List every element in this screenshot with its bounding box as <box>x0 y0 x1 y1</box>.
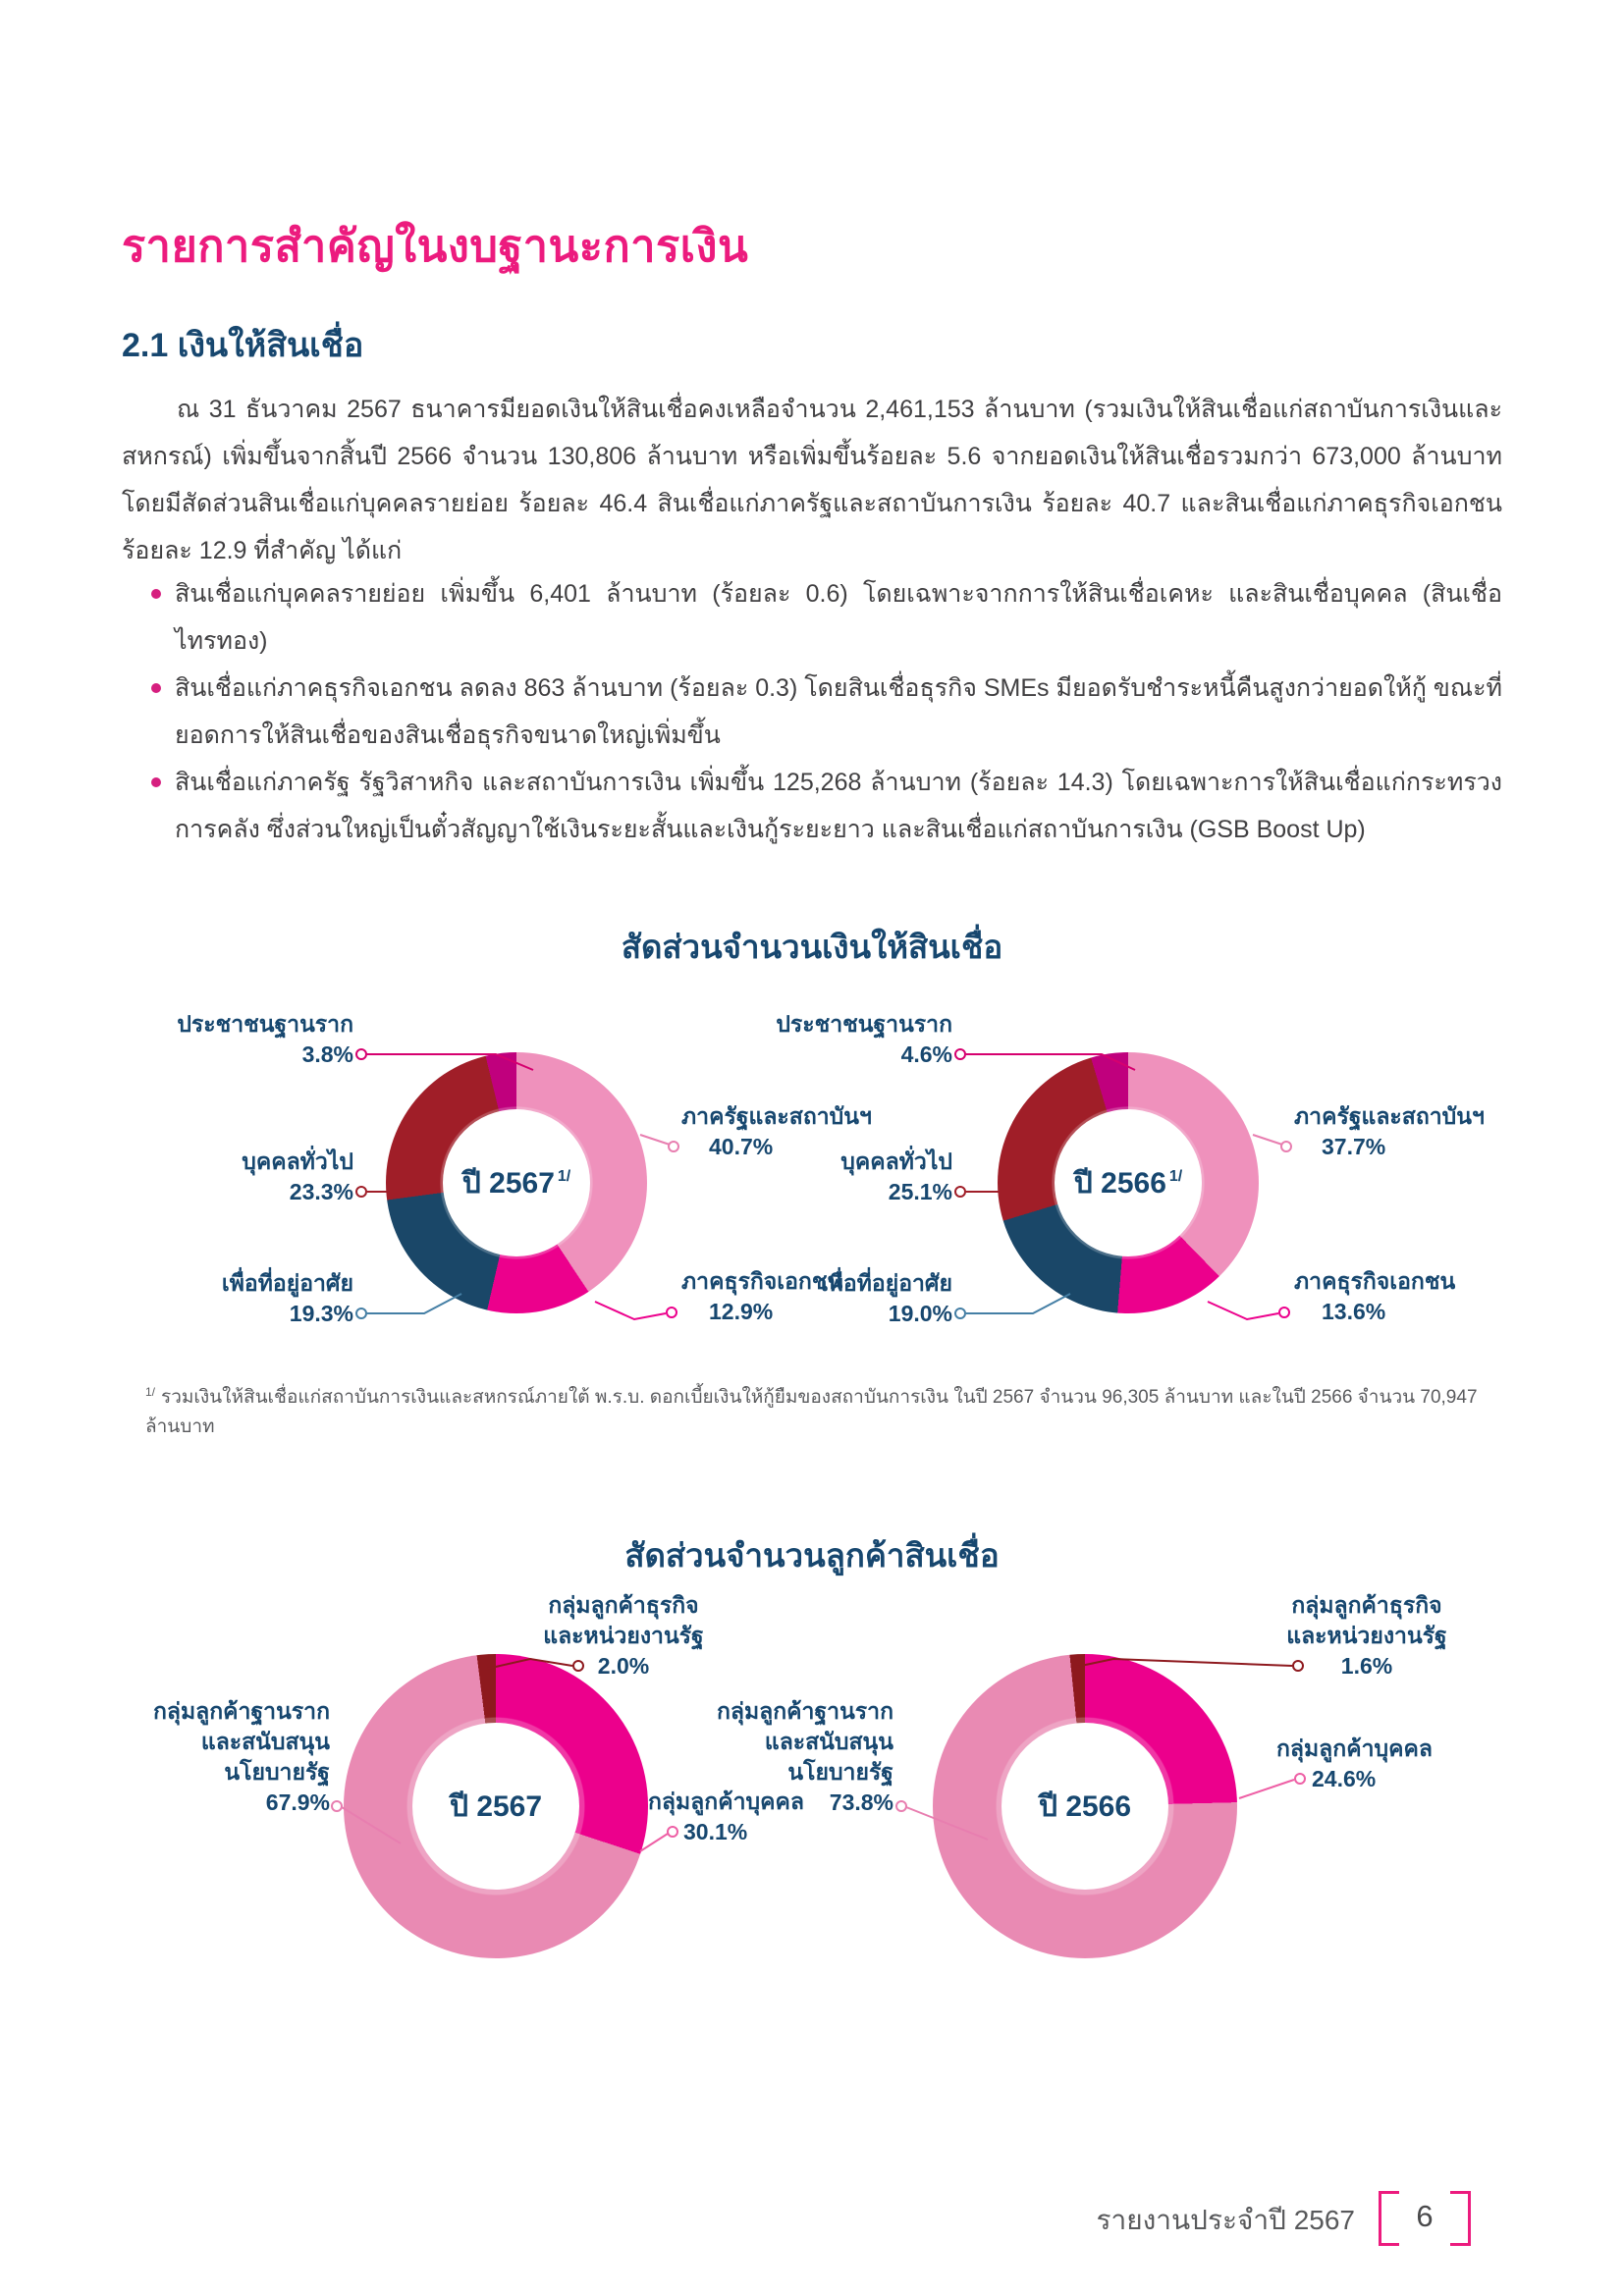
leader-private-2566 <box>1207 1301 1290 1321</box>
callout-individuals-2566: บุคคลทั่วไป 25.1% <box>840 1148 952 1204</box>
donut-year-label: ปี 2566 <box>1038 1789 1132 1823</box>
leader-housing-2566 <box>954 1293 1071 1319</box>
callout-grassroots-2567: ประชาชนฐานราก 3.8% <box>177 1011 353 1067</box>
bullet-item: สินเชื่อแก่ภาครัฐ รัฐวิสาหกิจ และสถาบันก… <box>149 759 1502 853</box>
donut-loan-amount-2567: ปี 2567 1/ <box>386 1052 647 1313</box>
leader-government-2567 <box>639 1134 679 1152</box>
callout-individuals-2567: บุคคลทั่วไป 23.3% <box>242 1148 353 1204</box>
donut-loan-customers-2566: ปี 2566 <box>933 1654 1237 1958</box>
callout-business-gov-2566: กลุ่มลูกค้าธุรกิจ และหน่วยงานรัฐ 1.6% <box>1286 1592 1447 1679</box>
chart-title-loan-amount: สัดส่วนจำนวนเงินให้สินเชื่อ <box>621 929 1003 965</box>
footnote-marker: 1/ <box>145 1384 156 1399</box>
donut-center: ปี 2567 1/ <box>443 1109 590 1256</box>
donut-center: ปี 2566 <box>1001 1723 1168 1890</box>
bullet-item: สินเชื่อแก่ภาคธุรกิจเอกชน ลดลง 863 ล้านบ… <box>149 665 1502 759</box>
section-heading: 2.1 เงินให้สินเชื่อ <box>122 327 364 364</box>
callout-personal-2566: กลุ่มลูกค้าบุคคล 24.6% <box>1276 1735 1433 1791</box>
chart-title-loan-customers: สัดส่วนจำนวนลูกค้าสินเชื่อ <box>624 1537 1000 1574</box>
callout-private-2566: ภาคธุรกิจเอกชน 13.6% <box>1294 1268 1456 1324</box>
donut-loan-customers-2567: ปี 2567 <box>344 1654 648 1958</box>
callout-personal-2567: กลุ่มลูกค้าบุคคล 30.1% <box>648 1789 804 1844</box>
footnote: 1/รวมเงินให้สินเชื่อแก่สถาบันการเงินและส… <box>145 1382 1512 1441</box>
callout-grassroots-policy-2566: กลุ่มลูกค้าฐานราก และสนับสนุน นโยบายรัฐ … <box>716 1698 893 1815</box>
donut-center: ปี 2566 1/ <box>1055 1109 1202 1256</box>
callout-private-2567: ภาคธุรกิจเอกชน 12.9% <box>681 1268 843 1324</box>
callout-housing-2566: เพื่อที่อยู่อาศัย 19.0% <box>820 1270 952 1326</box>
leader-private-2567 <box>594 1301 677 1321</box>
donut-year-label: ปี 2567 1/ <box>461 1166 571 1200</box>
callout-housing-2567: เพื่อที่อยู่อาศัย 19.3% <box>221 1270 353 1326</box>
page-title: รายการสำคัญในงบฐานะการเงิน <box>122 221 749 271</box>
bracket-right-icon <box>1450 2191 1471 2246</box>
leader-government-2566 <box>1252 1134 1292 1152</box>
callout-government-2566: ภาครัฐและสถาบันฯ 37.7% <box>1294 1103 1485 1159</box>
bracket-left-icon <box>1379 2191 1399 2246</box>
bullet-item: สินเชื่อแก่บุคคลรายย่อย เพิ่มขึ้น 6,401 … <box>149 570 1502 665</box>
donut-year-label: ปี 2567 <box>449 1789 543 1823</box>
bullet-list: สินเชื่อแก่บุคคลรายย่อย เพิ่มขึ้น 6,401 … <box>149 570 1502 853</box>
footnote-text: รวมเงินให้สินเชื่อแก่สถาบันการเงินและสหก… <box>145 1387 1478 1437</box>
callout-grassroots-2566: ประชาชนฐานราก 4.6% <box>776 1011 952 1067</box>
callout-business-gov-2567: กลุ่มลูกค้าธุรกิจ และหน่วยงานรัฐ 2.0% <box>543 1592 704 1679</box>
donut-center: ปี 2567 <box>412 1723 579 1890</box>
body-paragraph: ณ 31 ธันวาคม 2567 ธนาคารมียอดเงินให้สินเ… <box>122 396 1502 564</box>
page-number: 6 <box>1416 2199 1434 2233</box>
donut-year-label: ปี 2566 1/ <box>1073 1166 1183 1200</box>
callout-government-2567: ภาครัฐและสถาบันฯ 40.7% <box>681 1103 872 1159</box>
footer-report-label: รายงานประจำปี 2567 <box>1096 2205 1355 2235</box>
callout-grassroots-policy-2567: กลุ่มลูกค้าฐานราก และสนับสนุน นโยบายรัฐ … <box>152 1698 330 1815</box>
donut-loan-amount-2566: ปี 2566 1/ <box>998 1052 1259 1313</box>
page-number-badge: 6 <box>1379 2191 1471 2246</box>
leader-housing-2567 <box>355 1293 462 1319</box>
